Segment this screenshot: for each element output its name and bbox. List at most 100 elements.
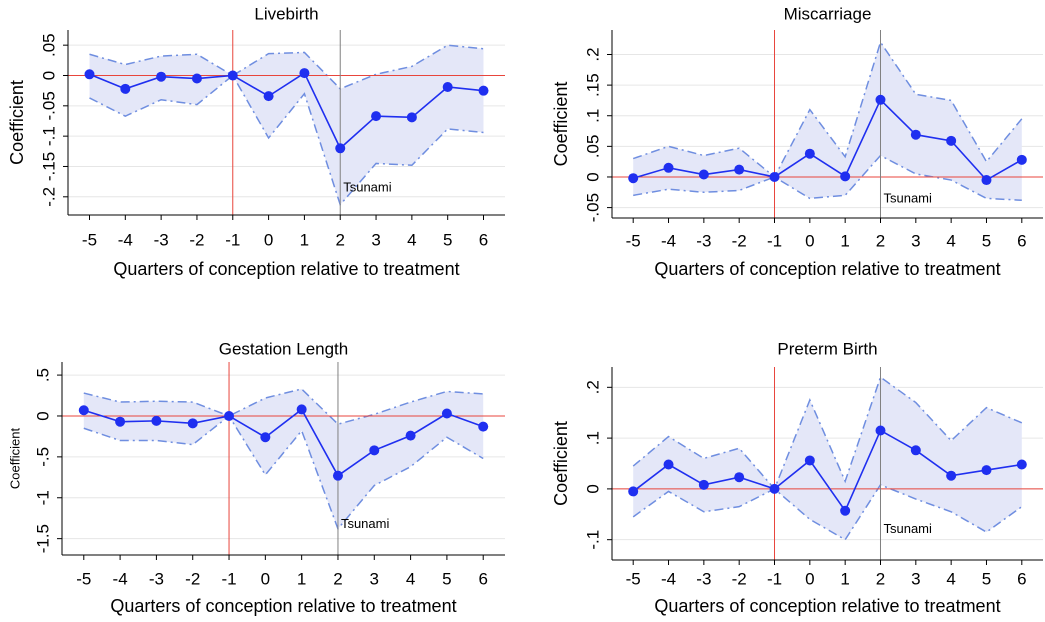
x-tick-label: -3: [149, 569, 164, 588]
x-tick-label: -1: [767, 231, 782, 250]
x-tick-label: 6: [1017, 569, 1026, 588]
point: [224, 410, 235, 421]
y-tick-label: -.15: [39, 152, 58, 181]
y-tick-label: 0: [39, 71, 58, 80]
point: [804, 148, 815, 159]
x-tick-label: 6: [478, 569, 487, 588]
x-tick-label: 4: [946, 231, 955, 250]
chart-title: Livebirth: [254, 4, 318, 23]
point: [628, 173, 639, 184]
point: [335, 143, 346, 154]
x-tick-label: 2: [335, 230, 344, 249]
point: [769, 483, 780, 494]
x-tick-label: 5: [443, 230, 452, 249]
x-tick-label: 5: [982, 569, 991, 588]
annotation: Tsunami: [341, 516, 390, 531]
point: [371, 111, 382, 122]
x-tick-label: -3: [696, 569, 711, 588]
x-tick-label: 4: [946, 569, 955, 588]
point: [663, 459, 674, 470]
y-tick-label: -.1: [583, 530, 602, 550]
point: [1016, 459, 1027, 470]
point: [263, 91, 274, 102]
annotation: Tsunami: [883, 521, 932, 536]
point: [151, 415, 162, 426]
estimate-line: [632, 429, 1022, 513]
ci-upper: [632, 375, 1023, 491]
point: [981, 465, 992, 476]
y-tick-label: .5: [33, 368, 52, 382]
point: [910, 445, 921, 456]
x-tick-label: 0: [805, 231, 814, 250]
x-tick-label: -4: [118, 230, 133, 249]
x-tick-label: 3: [371, 230, 380, 249]
point: [296, 404, 307, 415]
y-tick-label: -1: [33, 490, 52, 505]
point: [191, 73, 202, 84]
ci-band: [633, 377, 1022, 540]
x-tick-label: -5: [82, 230, 97, 249]
point: [406, 112, 417, 123]
y-axis-label: Coefficient: [7, 80, 27, 165]
y-axis-label: Coefficient: [551, 421, 571, 506]
x-tick-label: 1: [840, 231, 849, 250]
point: [369, 445, 380, 456]
x-tick-label: 6: [479, 230, 488, 249]
y-tick-label: .15: [583, 73, 602, 97]
y-tick-label: .05: [583, 135, 602, 159]
y-tick-label: .1: [583, 109, 602, 123]
point: [698, 479, 709, 490]
annotation: Tsunami: [883, 190, 932, 205]
chart-title: Gestation Length: [219, 339, 348, 358]
x-tick-label: -2: [732, 231, 747, 250]
x-tick-label: 4: [407, 230, 416, 249]
ci-band: [633, 42, 1022, 201]
ci-upper: [89, 44, 484, 90]
point: [804, 455, 815, 466]
estimate-line: [89, 71, 484, 150]
point: [332, 470, 343, 481]
x-tick-label: 2: [876, 231, 885, 250]
x-axis-label: Quarters of conception relative to treat…: [110, 596, 456, 616]
x-tick-label: 4: [406, 569, 415, 588]
point: [875, 94, 886, 105]
x-tick-label: 5: [442, 569, 451, 588]
y-tick-label: -.05: [583, 193, 602, 222]
x-axis-label: Quarters of conception relative to treat…: [113, 259, 459, 279]
point: [981, 175, 992, 186]
x-tick-label: 0: [261, 569, 270, 588]
y-axis-label: Coefficient: [551, 82, 571, 167]
point: [840, 505, 851, 516]
x-tick-label: -1: [225, 230, 240, 249]
estimate-line: [632, 98, 1023, 182]
chart-title: Preterm Birth: [777, 339, 877, 358]
ci-band: [89, 45, 484, 205]
point: [120, 83, 131, 94]
ci-upper: [632, 40, 1023, 179]
point: [478, 85, 489, 96]
point: [734, 472, 745, 483]
x-tick-label: -3: [696, 231, 711, 250]
y-tick-label: -.5: [33, 447, 52, 467]
point: [769, 171, 780, 182]
x-tick-label: 3: [911, 569, 920, 588]
y-tick-label: -.2: [39, 187, 58, 207]
y-axis-label: Coefficient: [7, 428, 22, 490]
x-tick-label: 5: [982, 231, 991, 250]
x-tick-label: -2: [732, 569, 747, 588]
point: [840, 171, 851, 182]
x-tick-label: 2: [333, 569, 342, 588]
estimate-line: [83, 408, 484, 477]
ci-lower: [83, 414, 484, 531]
x-tick-label: -1: [767, 569, 782, 588]
y-tick-label: -.05: [39, 91, 58, 120]
x-tick-label: 6: [1017, 231, 1026, 250]
point: [84, 69, 95, 80]
point: [441, 408, 452, 419]
x-tick-label: -5: [626, 231, 641, 250]
x-tick-label: -5: [76, 569, 91, 588]
point: [734, 164, 745, 175]
x-tick-label: -2: [185, 569, 200, 588]
y-tick-label: 0: [583, 172, 602, 181]
y-tick-label: .05: [39, 33, 58, 57]
